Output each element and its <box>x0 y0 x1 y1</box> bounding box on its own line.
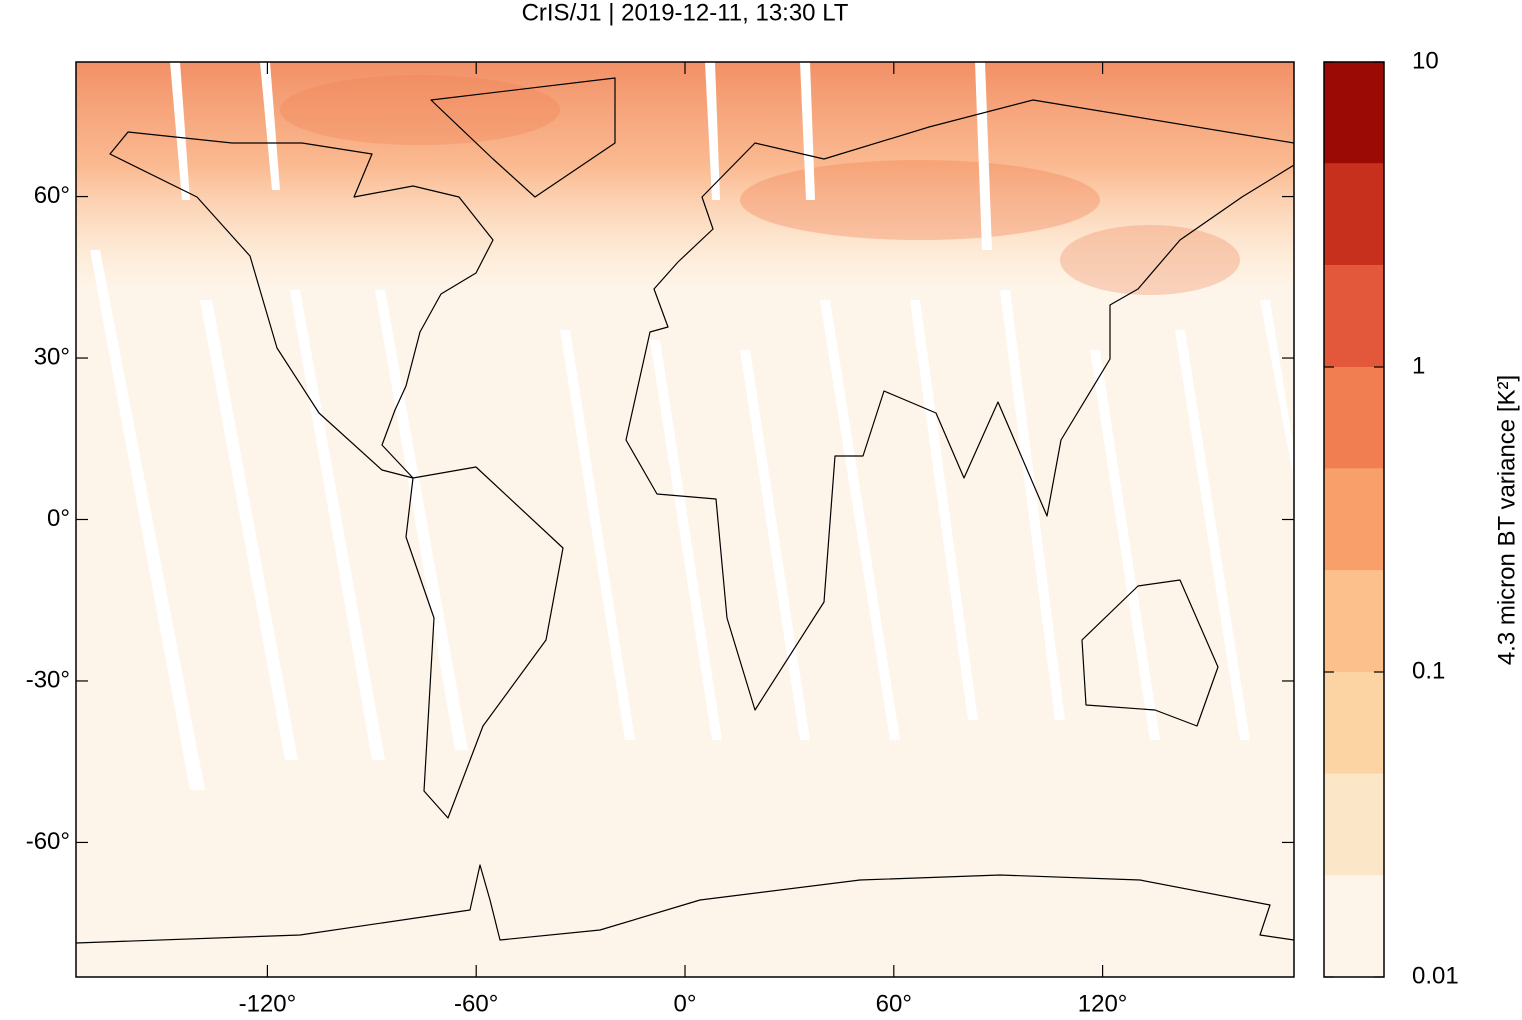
colorbar-bin <box>1324 265 1384 367</box>
chart-title: CrIS/J1 | 2019-12-11, 13:30 LT <box>522 0 849 26</box>
colorbar-tick-label: 0.1 <box>1412 657 1445 684</box>
x-tick-label: -120° <box>239 990 297 1017</box>
colorbar-bin <box>1324 62 1384 164</box>
colorbar-tick-label: 1 <box>1412 352 1425 379</box>
x-tick-label: -60° <box>454 990 498 1017</box>
colorbar-tick-label: 10 <box>1412 47 1439 74</box>
y-tick-label: 60° <box>34 182 70 209</box>
colorbar-bin <box>1324 672 1384 774</box>
x-tick-label: 120° <box>1078 990 1128 1017</box>
y-tick-label: -30° <box>26 666 70 693</box>
colorbar-bin <box>1324 468 1384 571</box>
x-tick-label: 60° <box>876 990 912 1017</box>
colorbar-bin <box>1324 875 1384 977</box>
colorbar-bin <box>1324 570 1384 672</box>
colorbar-frame <box>1323 61 1385 978</box>
colorbar-bin <box>1324 367 1384 469</box>
y-tick-label: -60° <box>26 828 70 855</box>
y-tick-label: 0° <box>47 505 70 532</box>
colorbar-tick-label: 0.01 <box>1412 962 1459 989</box>
x-tick-label: 0° <box>674 990 697 1017</box>
colorbar-label: 4.3 micron BT variance [K²] <box>1493 375 1520 665</box>
colorbar-bin <box>1324 773 1384 876</box>
map-field <box>76 62 1294 977</box>
y-tick-label: 30° <box>34 343 70 370</box>
colorbar-bin <box>1324 163 1384 266</box>
colorbar <box>1324 62 1384 977</box>
